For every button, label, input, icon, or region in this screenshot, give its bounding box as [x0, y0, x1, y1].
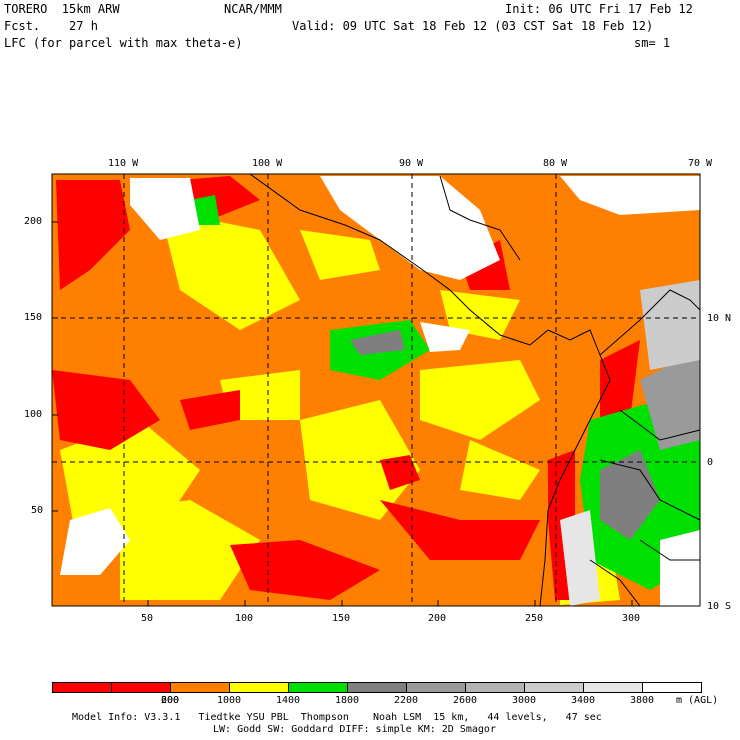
- x-tick-label: 250: [525, 613, 544, 624]
- center-label: NCAR/MMM: [224, 2, 282, 16]
- y-tick-label: 150: [24, 312, 43, 323]
- colorbar-segment: [583, 682, 643, 693]
- x-tick-label: 50: [141, 613, 154, 624]
- model-name: TORERO 15km ARW: [4, 2, 120, 16]
- map-frame: [51, 173, 701, 607]
- y-tick-label: 200: [24, 216, 43, 227]
- colorbar-segment: [465, 682, 525, 693]
- lat-label-0: 0: [707, 457, 714, 468]
- colorbar-segment: [52, 682, 112, 693]
- colorbar-segment: [406, 682, 466, 693]
- axis-ticks: [52, 221, 633, 606]
- colorbar-segment: [642, 682, 702, 693]
- lat-lon-grid: [52, 174, 700, 606]
- colorbar-label: 3800: [630, 695, 655, 706]
- lfc-field: [52, 174, 700, 606]
- forecast-hour: Fcst. 27 h: [4, 19, 98, 33]
- colorbar-label: 2200: [394, 695, 419, 706]
- y-tick-label: 100: [24, 409, 43, 420]
- model-info: Model Info: V3.3.1 Tiedtke YSU PBL Thomp…: [72, 712, 602, 723]
- lon-label-90w: 90 W: [399, 158, 424, 169]
- init-time: Init: 06 UTC Fri 17 Feb 12: [505, 2, 693, 16]
- lat-label-10n: 10 N: [707, 313, 732, 324]
- colorbar-unit: m (AGL): [676, 695, 719, 706]
- x-tick-label: 100: [235, 613, 254, 624]
- x-tick-label: 200: [428, 613, 447, 624]
- valid-time: Valid: 09 UTC Sat 18 Feb 12 (03 CST Sat …: [292, 19, 654, 33]
- x-tick-label: 150: [332, 613, 351, 624]
- colorbar-segment: [524, 682, 584, 693]
- lon-label-80w: 80 W: [543, 158, 568, 169]
- x-tick-label: 300: [622, 613, 641, 624]
- colorbar-label: 200: [161, 695, 180, 706]
- lon-label-100w: 100 W: [252, 158, 283, 169]
- smoothing-label: sm= 1: [634, 36, 671, 50]
- colorbar-segment: [229, 682, 289, 693]
- lon-label-70w: 70 W: [688, 158, 713, 169]
- coastlines: [249, 173, 701, 607]
- colorbar-label: 2600: [453, 695, 478, 706]
- colorbar-segment: [111, 682, 171, 693]
- colorbar-label: 1800: [335, 695, 360, 706]
- lon-label-110w: 110 W: [108, 158, 139, 169]
- colorbar-segment: [347, 682, 407, 693]
- y-tick-label: 50: [31, 505, 44, 516]
- colorbar-label: 600: [161, 695, 180, 706]
- colorbar-segment: [288, 682, 348, 693]
- model-physics: LW: Godd SW: Goddard DIFF: simple KM: 2D…: [213, 724, 496, 735]
- lat-label-10s: 10 S: [707, 601, 732, 612]
- field-title: LFC (for parcel with max theta-e): [4, 36, 243, 50]
- colorbar-label: 1000: [217, 695, 242, 706]
- colorbar-label: 3400: [571, 695, 596, 706]
- colorbar-label: 3000: [512, 695, 537, 706]
- colorbar-segment: [170, 682, 230, 693]
- colorbar-label: 1400: [276, 695, 301, 706]
